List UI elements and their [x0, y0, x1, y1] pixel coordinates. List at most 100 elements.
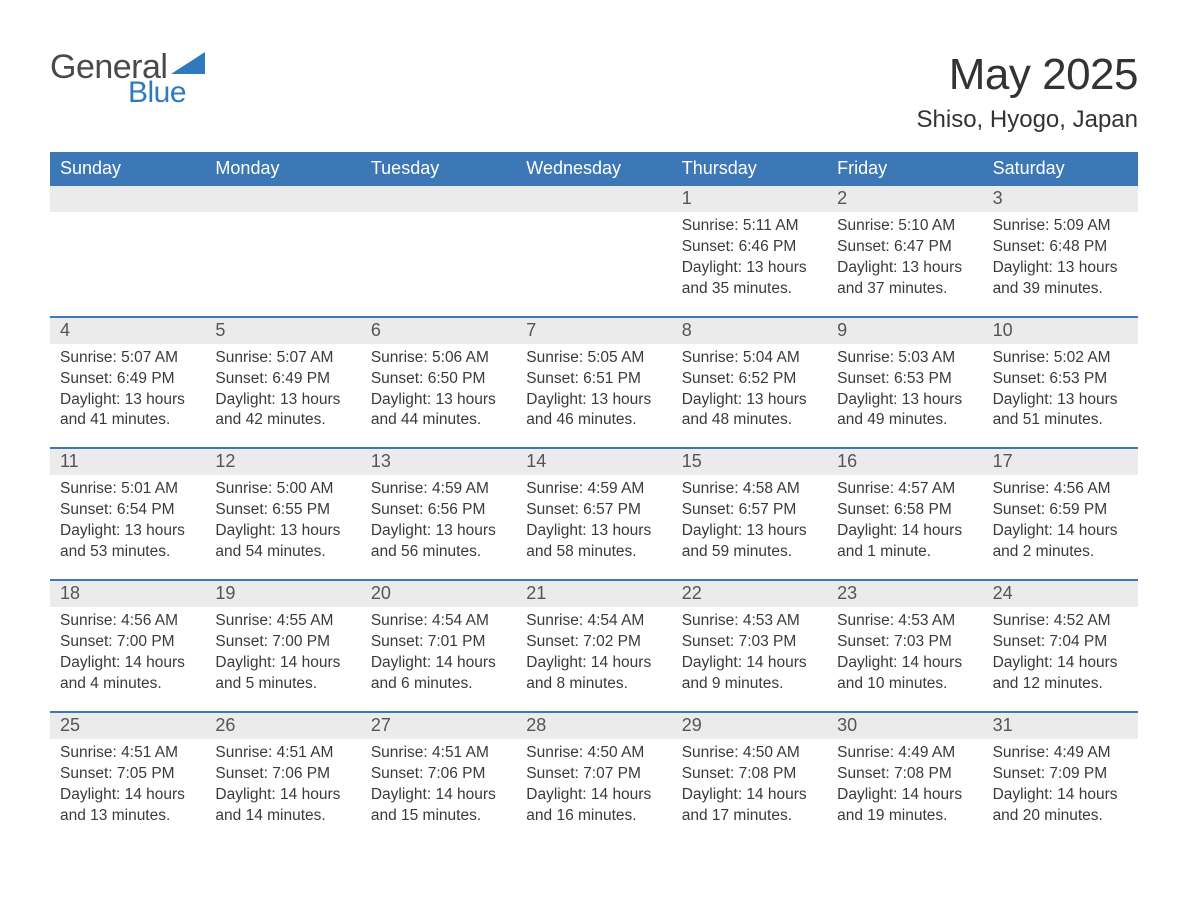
daylight-text-2: and 14 minutes. — [215, 806, 350, 827]
daylight-text-1: Daylight: 13 hours — [837, 390, 972, 411]
daylight-text-1: Daylight: 13 hours — [993, 390, 1128, 411]
calendar-week: 18192021222324Sunrise: 4:56 AMSunset: 7:… — [50, 579, 1138, 711]
sunrise-text: Sunrise: 5:09 AM — [993, 216, 1128, 237]
day-number: 14 — [516, 449, 671, 475]
daylight-text-2: and 59 minutes. — [682, 542, 817, 563]
sunrise-text: Sunrise: 4:53 AM — [682, 611, 817, 632]
day-cell — [205, 212, 360, 304]
day-number-row: 45678910 — [50, 318, 1138, 344]
day-cell: Sunrise: 5:02 AMSunset: 6:53 PMDaylight:… — [983, 344, 1138, 436]
day-number: 23 — [827, 581, 982, 607]
daylight-text-2: and 19 minutes. — [837, 806, 972, 827]
daylight-text-2: and 49 minutes. — [837, 410, 972, 431]
sunset-text: Sunset: 7:06 PM — [371, 764, 506, 785]
day-number — [50, 186, 205, 212]
weekday-header: Wednesday — [516, 152, 671, 186]
daylight-text-2: and 58 minutes. — [526, 542, 661, 563]
sunset-text: Sunset: 6:57 PM — [526, 500, 661, 521]
day-cell — [361, 212, 516, 304]
day-number: 6 — [361, 318, 516, 344]
daylight-text-1: Daylight: 13 hours — [371, 390, 506, 411]
day-cell: Sunrise: 5:05 AMSunset: 6:51 PMDaylight:… — [516, 344, 671, 436]
day-cell: Sunrise: 4:49 AMSunset: 7:08 PMDaylight:… — [827, 739, 982, 831]
day-cell: Sunrise: 5:06 AMSunset: 6:50 PMDaylight:… — [361, 344, 516, 436]
daylight-text-1: Daylight: 13 hours — [60, 521, 195, 542]
sunset-text: Sunset: 6:50 PM — [371, 369, 506, 390]
daylight-text-2: and 35 minutes. — [682, 279, 817, 300]
daylight-text-1: Daylight: 14 hours — [60, 785, 195, 806]
sunrise-text: Sunrise: 5:00 AM — [215, 479, 350, 500]
daylight-text-2: and 20 minutes. — [993, 806, 1128, 827]
day-cell: Sunrise: 5:10 AMSunset: 6:47 PMDaylight:… — [827, 212, 982, 304]
sunset-text: Sunset: 7:06 PM — [215, 764, 350, 785]
daylight-text-1: Daylight: 13 hours — [682, 258, 817, 279]
day-number: 28 — [516, 713, 671, 739]
sunset-text: Sunset: 6:55 PM — [215, 500, 350, 521]
daylight-text-1: Daylight: 13 hours — [215, 521, 350, 542]
daylight-text-1: Daylight: 13 hours — [60, 390, 195, 411]
daylight-text-2: and 2 minutes. — [993, 542, 1128, 563]
sunset-text: Sunset: 6:57 PM — [682, 500, 817, 521]
day-cell: Sunrise: 4:51 AMSunset: 7:06 PMDaylight:… — [361, 739, 516, 831]
sunrise-text: Sunrise: 5:07 AM — [60, 348, 195, 369]
calendar-week: 123Sunrise: 5:11 AMSunset: 6:46 PMDaylig… — [50, 186, 1138, 316]
daylight-text-1: Daylight: 13 hours — [526, 521, 661, 542]
day-number: 27 — [361, 713, 516, 739]
sunrise-text: Sunrise: 5:07 AM — [215, 348, 350, 369]
daylight-text-1: Daylight: 13 hours — [215, 390, 350, 411]
daylight-text-2: and 48 minutes. — [682, 410, 817, 431]
day-number: 25 — [50, 713, 205, 739]
day-number: 12 — [205, 449, 360, 475]
sunset-text: Sunset: 6:54 PM — [60, 500, 195, 521]
weekday-header: Monday — [205, 152, 360, 186]
sunset-text: Sunset: 6:46 PM — [682, 237, 817, 258]
day-number: 1 — [672, 186, 827, 212]
day-number: 18 — [50, 581, 205, 607]
sunrise-text: Sunrise: 4:55 AM — [215, 611, 350, 632]
day-number-row: 123 — [50, 186, 1138, 212]
daylight-text-1: Daylight: 14 hours — [837, 653, 972, 674]
weekday-header: Thursday — [672, 152, 827, 186]
sunset-text: Sunset: 7:04 PM — [993, 632, 1128, 653]
sunset-text: Sunset: 6:56 PM — [371, 500, 506, 521]
daylight-text-2: and 5 minutes. — [215, 674, 350, 695]
sunset-text: Sunset: 6:48 PM — [993, 237, 1128, 258]
day-number: 5 — [205, 318, 360, 344]
day-number — [516, 186, 671, 212]
daylight-text-2: and 37 minutes. — [837, 279, 972, 300]
daylight-text-1: Daylight: 14 hours — [371, 785, 506, 806]
daylight-text-1: Daylight: 13 hours — [526, 390, 661, 411]
daylight-text-2: and 10 minutes. — [837, 674, 972, 695]
sunset-text: Sunset: 6:49 PM — [215, 369, 350, 390]
daylight-text-2: and 16 minutes. — [526, 806, 661, 827]
daylight-text-2: and 39 minutes. — [993, 279, 1128, 300]
weekday-header: Sunday — [50, 152, 205, 186]
daylight-text-2: and 12 minutes. — [993, 674, 1128, 695]
sunrise-text: Sunrise: 4:51 AM — [371, 743, 506, 764]
day-number: 29 — [672, 713, 827, 739]
day-content-row: Sunrise: 5:11 AMSunset: 6:46 PMDaylight:… — [50, 212, 1138, 316]
sunset-text: Sunset: 7:03 PM — [682, 632, 817, 653]
sunrise-text: Sunrise: 4:53 AM — [837, 611, 972, 632]
daylight-text-1: Daylight: 14 hours — [215, 785, 350, 806]
sunrise-text: Sunrise: 4:50 AM — [526, 743, 661, 764]
daylight-text-2: and 4 minutes. — [60, 674, 195, 695]
day-number: 11 — [50, 449, 205, 475]
sunset-text: Sunset: 6:52 PM — [682, 369, 817, 390]
daylight-text-1: Daylight: 14 hours — [60, 653, 195, 674]
sunset-text: Sunset: 7:01 PM — [371, 632, 506, 653]
day-cell: Sunrise: 4:51 AMSunset: 7:05 PMDaylight:… — [50, 739, 205, 831]
day-number: 31 — [983, 713, 1138, 739]
day-cell: Sunrise: 5:01 AMSunset: 6:54 PMDaylight:… — [50, 475, 205, 567]
daylight-text-1: Daylight: 13 hours — [371, 521, 506, 542]
daylight-text-1: Daylight: 14 hours — [215, 653, 350, 674]
day-content-row: Sunrise: 4:51 AMSunset: 7:05 PMDaylight:… — [50, 739, 1138, 843]
sunrise-text: Sunrise: 4:49 AM — [837, 743, 972, 764]
day-cell: Sunrise: 4:49 AMSunset: 7:09 PMDaylight:… — [983, 739, 1138, 831]
sunrise-text: Sunrise: 4:51 AM — [215, 743, 350, 764]
sunrise-text: Sunrise: 5:11 AM — [682, 216, 817, 237]
weekday-header: Friday — [827, 152, 982, 186]
day-number: 21 — [516, 581, 671, 607]
sunrise-text: Sunrise: 4:54 AM — [526, 611, 661, 632]
sunrise-text: Sunrise: 5:01 AM — [60, 479, 195, 500]
